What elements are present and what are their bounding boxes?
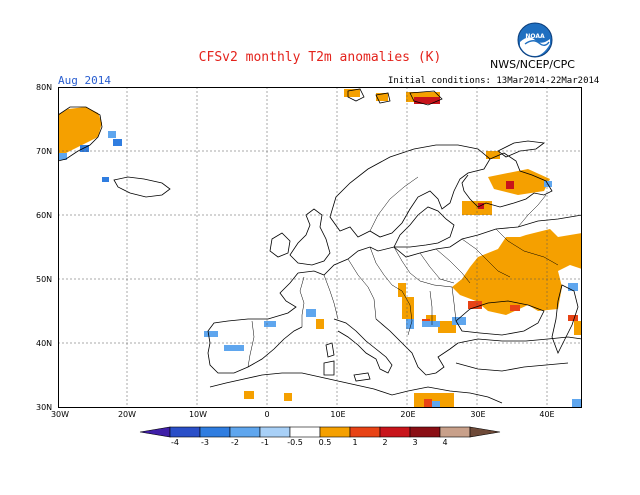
lat-label: 70N bbox=[36, 147, 53, 156]
colorbar-label: 0.5 bbox=[318, 438, 332, 447]
graticule bbox=[58, 87, 582, 408]
lon-label: 10W bbox=[188, 410, 208, 419]
colorbar-swatch bbox=[469, 426, 501, 438]
organization-label: NWS/NCEP/CPC bbox=[490, 58, 575, 71]
lon-label: 20E bbox=[400, 410, 416, 419]
map-title: CFSv2 monthly T2m anomalies (K) bbox=[198, 50, 442, 65]
noaa-logo-icon bbox=[517, 22, 553, 58]
colorbar-label: -0.5 bbox=[287, 438, 303, 447]
colorbar-label: -1 bbox=[261, 438, 269, 447]
colorbar-swatch bbox=[379, 426, 411, 438]
initial-conditions: Initial conditions: 13Mar2014-22Mar2014 bbox=[388, 76, 600, 86]
forecast-period: Aug 2014 bbox=[58, 74, 111, 87]
lon-label: 40E bbox=[539, 410, 555, 419]
colorbar-swatch bbox=[319, 426, 351, 438]
colorbar-swatch bbox=[229, 426, 261, 438]
colorbar-swatch bbox=[409, 426, 441, 438]
coastlines bbox=[58, 88, 582, 404]
colorbar-swatch bbox=[199, 426, 231, 438]
lat-label: 50N bbox=[36, 275, 53, 284]
lat-label: 40N bbox=[36, 339, 53, 348]
lat-label: 60N bbox=[36, 211, 53, 220]
colorbar-swatch bbox=[139, 426, 171, 438]
colorbar-label: -4 bbox=[171, 438, 179, 447]
anomaly-fields bbox=[58, 89, 582, 408]
colorbar-swatch bbox=[349, 426, 381, 438]
lon-label: 10E bbox=[330, 410, 346, 419]
colorbar-label: -2 bbox=[231, 438, 239, 447]
lat-label: 80N bbox=[36, 83, 53, 92]
colorbar-swatch bbox=[259, 426, 291, 438]
colorbar-swatch bbox=[169, 426, 201, 438]
colorbar-label: 1 bbox=[352, 438, 358, 447]
colorbar-label: 2 bbox=[382, 438, 388, 447]
colorbar-swatch bbox=[439, 426, 471, 438]
lat-label: 30N bbox=[36, 403, 53, 412]
colorbar-boxes bbox=[139, 426, 501, 438]
lon-label: 30E bbox=[470, 410, 486, 419]
colorbar bbox=[139, 426, 501, 438]
colorbar-swatch bbox=[289, 426, 321, 438]
borders bbox=[247, 176, 559, 368]
colorbar-label: -3 bbox=[201, 438, 209, 447]
anomaly-map bbox=[58, 87, 582, 408]
noaa-logo-text: NOAA bbox=[525, 33, 545, 40]
lon-label: 20W bbox=[117, 410, 137, 419]
colorbar-label: 3 bbox=[412, 438, 418, 447]
lon-label: 30W bbox=[50, 410, 70, 419]
colorbar-label: 4 bbox=[442, 438, 448, 447]
lon-label: 0 bbox=[264, 410, 270, 419]
